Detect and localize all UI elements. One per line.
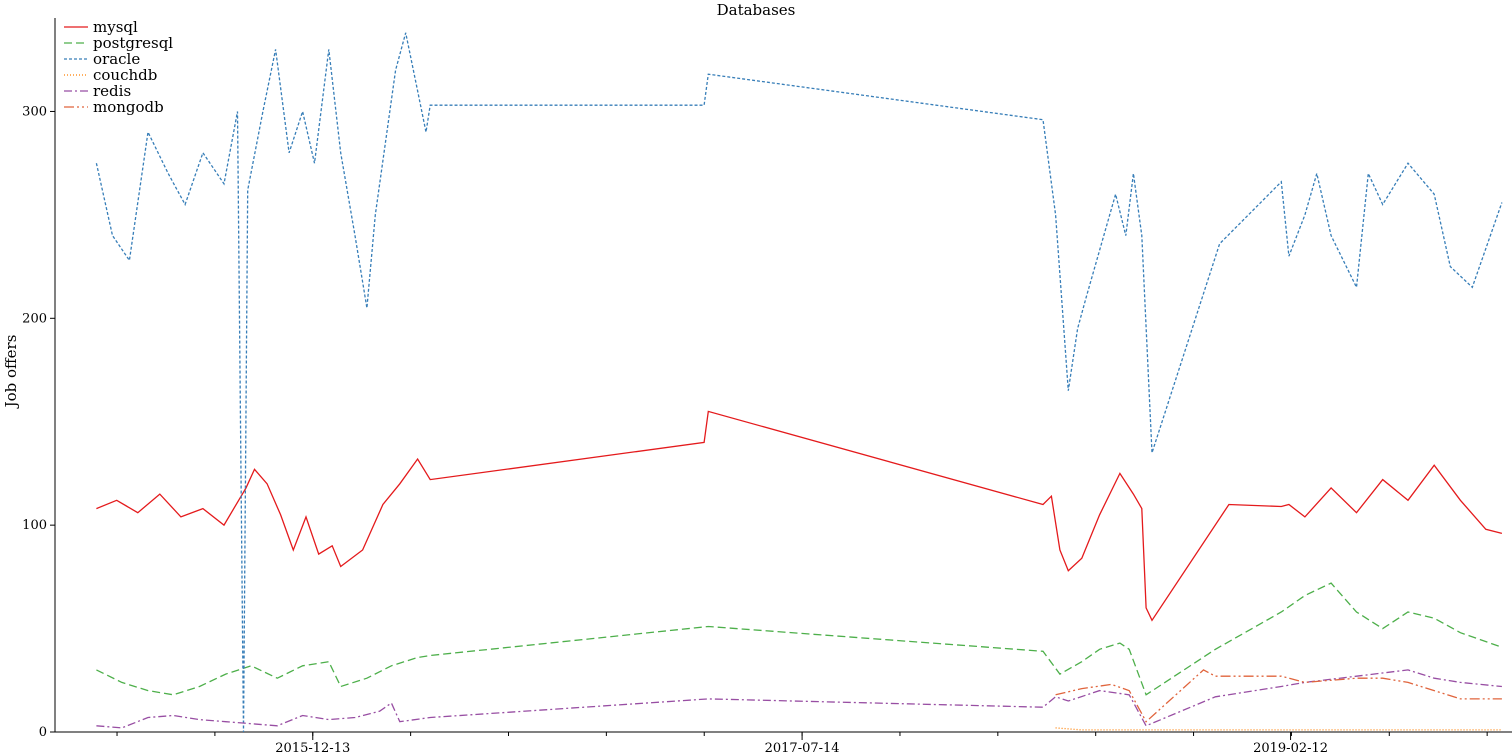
legend-label-redis: redis [93,82,131,100]
series-line-mysql [96,410,1503,622]
legend-label-postgresql: postgresql [93,34,173,52]
x-tick-label: 2017-07-14 [765,741,840,756]
legend-label-oracle: oracle [93,50,140,68]
y-tick-label: 200 [22,311,47,326]
y-tick-label: 0 [39,725,47,740]
axis-ticks: 0 100 200 300 2015-12-13 2017-07-14 2019-02-12 [22,104,1488,756]
legend-label-mongodb: mongodb [93,98,164,116]
plot-area [95,32,1503,733]
series-line-postgresql [96,582,1503,696]
series-line-mongodb [1055,669,1502,723]
y-tick-label: 300 [22,104,47,119]
chart-title: Databases [717,1,796,19]
series-line-couchdb [1055,727,1502,731]
legend-label-couchdb: couchdb [93,66,157,84]
series-line-oracle [95,32,1503,733]
y-tick-label: 100 [22,518,47,533]
x-tick-label: 2019-02-12 [1253,741,1328,756]
legend-label-mysql: mysql [93,18,138,36]
y-axis-title: Job offers [2,335,20,410]
x-tick-label: 2015-12-13 [275,741,350,756]
